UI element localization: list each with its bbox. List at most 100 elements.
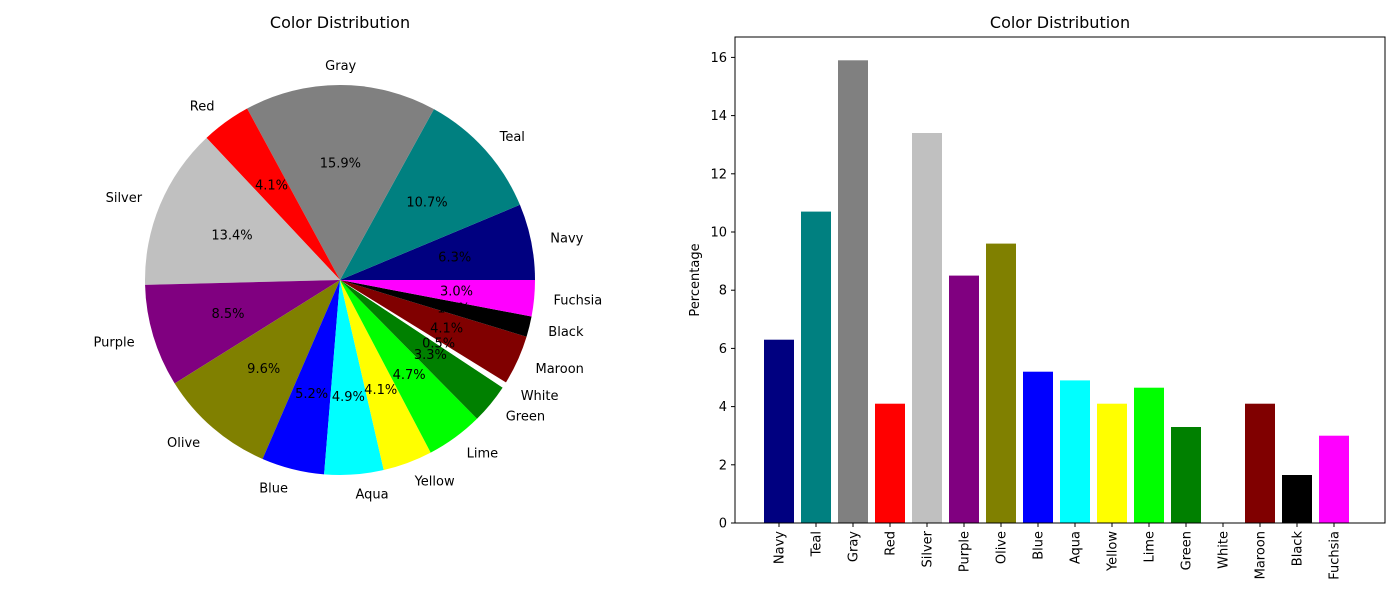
bar-red [875,403,905,523]
bar-lime [1134,387,1164,523]
pie-chart-title: Color Distribution [270,13,410,32]
bar-chart-title: Color Distribution [990,13,1130,32]
pie-label-yellow: Yellow [414,475,455,490]
x-tick-label-gray: Gray [847,531,862,562]
pie-slice-teal [340,109,520,281]
pie-slice-purple [145,280,340,384]
x-tick-label-aqua: Aqua [1069,531,1084,564]
x-tick-label-olive: Olive [995,531,1010,564]
pie-slice-aqua [324,280,384,475]
pie-label-white: White [521,389,559,404]
pie-slice-maroon [340,280,527,383]
pie-label-black: Black [548,325,584,340]
x-tick-label-fuchsia: Fuchsia [1328,531,1343,580]
pie-label-olive: Olive [167,436,200,451]
pie-slice-silver [144,137,340,285]
bar-green [1171,427,1201,523]
pie-pct-silver: 13.4% [211,228,252,243]
pie-label-lime: Lime [467,447,499,462]
pie-label-gray: Gray [325,59,356,74]
x-tick-label-lime: Lime [1143,531,1158,563]
x-tick-label-purple: Purple [958,531,973,572]
pie-label-blue: Blue [259,482,288,497]
bar-maroon [1245,403,1275,523]
y-axis-ticks: 0 2 4 6 8 10 12 14 16 [710,51,735,532]
x-tick-label-green: Green [1180,531,1195,570]
bar-fuchsia [1319,435,1349,523]
x-tick-label-red: Red [884,531,899,556]
pie-slice-olive [174,280,340,459]
pie-pct-olive: 9.6% [247,362,280,377]
pie-pct-teal: 10.7% [406,195,447,210]
bar-purple [949,275,979,523]
bar-aqua [1060,380,1090,523]
pie-pct-blue: 5.2% [295,387,328,402]
pie-label-purple: Purple [94,335,135,350]
pie-slices [144,84,535,475]
pie-slice-white [340,280,506,388]
x-tick-label-black: Black [1291,531,1306,567]
x-tick-label-white: White [1217,531,1232,569]
x-axis-ticks: Navy Teal Gray Red Silver Purple Olive Blue Aqua… [773,523,1343,580]
bar-silver [912,133,942,523]
pie-pct-gray: 15.9% [320,157,361,172]
y-tick-label: 6 [719,342,727,357]
bars [764,60,1349,524]
plot-area-frame [734,36,1386,524]
x-tick-label-silver: Silver [921,530,936,567]
pie-label-red: Red [190,100,215,115]
pie-chart: Color Distribution Navy 6.3% Teal 10.7% Gray… [94,13,603,502]
pie-slice-blue [262,280,340,475]
pie-slice-lime [340,280,478,453]
y-tick-label: 14 [710,109,727,124]
x-tick-label-teal: Teal [810,531,825,557]
y-tick-label: 12 [710,167,727,182]
pie-label-navy: Navy [550,231,583,246]
pie-slice-gray [247,84,434,280]
pie-pct-green: 3.3% [414,348,447,363]
pie-label-maroon: Maroon [536,362,584,377]
x-tick-label-blue: Blue [1032,531,1047,560]
bar-black [1282,475,1312,523]
pie-pct-purple: 8.5% [211,307,244,322]
pie-label-teal: Teal [499,130,525,145]
y-tick-label: 8 [719,284,727,299]
y-tick-label: 0 [719,517,727,532]
pie-label-fuchsia: Fuchsia [554,294,603,309]
pie-slice-navy [340,204,535,280]
pie-pct-white: 0.5% [422,337,455,352]
pie-slice-fuchsia [340,280,535,317]
x-tick-label-yellow: Yellow [1106,531,1121,572]
y-tick-label: 2 [719,458,727,473]
y-tick-label: 10 [710,226,727,241]
pie-pct-yellow: 4.1% [364,383,397,398]
pie-label-green: Green [506,410,545,425]
pie-slice-yellow [340,280,431,471]
pie-pct-aqua: 4.9% [332,390,365,405]
pie-pct-maroon: 4.1% [430,322,463,337]
pie-pct-navy: 6.3% [438,251,471,266]
x-tick-label-navy: Navy [773,531,788,564]
pie-slice-black [340,280,532,337]
pie-pct-black: 1.7% [437,302,470,317]
bar-olive [986,243,1016,523]
pie-pct-red: 4.1% [255,179,288,194]
pie-pct-fuchsia: 3.0% [440,285,473,300]
bar-chart: Color Distribution Percentage 0 2 4 6 8 10 12 1… [688,13,1386,580]
y-tick-label: 16 [710,51,727,66]
pie-slice-red [206,108,340,280]
pie-labels: Navy 6.3% Teal 10.7% Gray 15.9% Red 4.1% Silver 1… [94,59,603,502]
y-axis-label: Percentage [688,243,703,316]
bar-blue [1023,371,1053,523]
bar-navy [764,339,794,523]
x-tick-label-maroon: Maroon [1254,531,1269,579]
pie-pct-lime: 4.7% [393,368,426,383]
bar-teal [801,211,831,523]
pie-label-aqua: Aqua [356,487,389,502]
pie-label-silver: Silver [106,191,143,206]
bar-yellow [1097,403,1127,523]
pie-slice-green [340,280,503,419]
y-tick-label: 4 [719,400,727,415]
bar-gray [838,60,868,524]
